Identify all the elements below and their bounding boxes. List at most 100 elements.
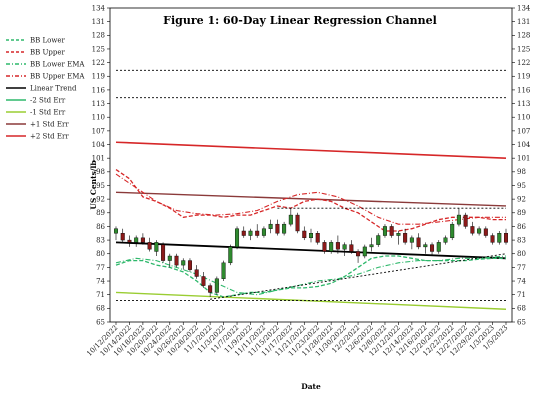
x-axis-title: Date xyxy=(301,382,321,391)
candle-down xyxy=(161,244,166,261)
legend-item-bb-upper-label: BB Upper xyxy=(30,49,66,57)
candle-up xyxy=(436,242,441,252)
candle-up xyxy=(369,244,374,248)
candle-down xyxy=(322,242,327,252)
chart-title: Figure 1: 60-Day Linear Regression Chann… xyxy=(163,14,437,27)
candle-down xyxy=(208,285,213,293)
y-tick-label-right: 86 xyxy=(517,223,526,231)
legend-item-linear-trend-label: Linear Trend xyxy=(30,85,77,93)
candle-down xyxy=(315,233,320,243)
candle-up xyxy=(409,237,414,243)
legend-item-bb-lower-label: BB Lower xyxy=(30,37,66,45)
y-tick-label-left: 101 xyxy=(92,155,105,163)
y-tick-label-right: 107 xyxy=(517,127,530,135)
candle-down xyxy=(140,237,145,243)
y-tick-label-left: 119 xyxy=(92,73,105,81)
y-tick-label-right: 116 xyxy=(517,86,531,94)
candle-down xyxy=(335,242,340,250)
y-tick-label-left: 74 xyxy=(96,277,105,285)
candle-down xyxy=(416,237,421,248)
y-tick-label-right: 89 xyxy=(517,209,526,217)
candle-up xyxy=(288,214,293,225)
candle-down xyxy=(302,230,307,239)
candle-up xyxy=(248,230,253,236)
y-tick-label-left: 68 xyxy=(96,305,105,313)
y-tick-label-left: 89 xyxy=(96,209,105,217)
candle-down xyxy=(389,226,394,236)
y-tick-label-left: 65 xyxy=(96,318,105,326)
y-tick-label-left: 77 xyxy=(96,264,105,272)
y-tick-label-left: 80 xyxy=(96,250,105,258)
candle-down xyxy=(295,214,300,232)
candle-down xyxy=(120,233,125,241)
y-tick-label-left: 110 xyxy=(92,114,105,122)
candle-up xyxy=(477,228,482,234)
y-axis-title: US Cents/lb xyxy=(89,160,98,209)
candle-down xyxy=(403,233,408,243)
candle-down xyxy=(147,242,152,250)
candle-down xyxy=(241,230,246,236)
legend-item-2-std-err-label: -2 Std Err xyxy=(30,97,66,105)
candle-up xyxy=(268,223,273,229)
candle-up xyxy=(221,262,226,279)
candle-down xyxy=(194,269,199,277)
y-tick-label-left: 131 xyxy=(92,18,105,26)
y-tick-label-right: 131 xyxy=(517,18,530,26)
y-tick-label-right: 95 xyxy=(517,182,526,190)
candle-down xyxy=(275,223,280,234)
y-tick-label-right: 110 xyxy=(517,114,530,122)
candle-up xyxy=(443,237,448,243)
y-tick-label-left: 134 xyxy=(92,4,106,12)
y-tick-label-right: 134 xyxy=(517,4,531,12)
candle-down xyxy=(349,244,354,252)
legend-item-1-std-err-label: -1 Std Err xyxy=(30,109,66,117)
y-tick-label-right: 101 xyxy=(517,155,530,163)
candle-up xyxy=(497,233,502,243)
candle-up xyxy=(228,246,233,264)
candle-down xyxy=(504,233,509,243)
candle-down xyxy=(470,226,475,234)
series-bb-upper-ema xyxy=(115,173,506,225)
legend-item-2-std-err-label: +2 Std Err xyxy=(30,133,69,141)
candle-up xyxy=(309,233,314,239)
y-tick-label-right: 71 xyxy=(517,291,526,299)
y-tick-label-right: 74 xyxy=(517,277,526,285)
y-tick-label-left: 128 xyxy=(92,32,105,40)
candle-down xyxy=(127,239,132,243)
legend-item-1-std-err-label: +1 Std Err xyxy=(30,121,69,129)
candle-up xyxy=(113,228,118,234)
y-tick-label-left: 92 xyxy=(96,196,105,204)
series-linear-trend xyxy=(115,241,507,260)
y-tick-label-left: 98 xyxy=(96,168,105,176)
y-tick-label-right: 98 xyxy=(517,168,526,176)
candle-up xyxy=(376,235,381,245)
candle-up xyxy=(235,228,240,248)
y-tick-label-right: 83 xyxy=(517,236,526,244)
series-bb-lower-ema xyxy=(115,255,507,296)
y-tick-label-right: 80 xyxy=(517,250,526,258)
y-tick-label-left: 86 xyxy=(96,223,105,231)
candle-down xyxy=(463,214,468,227)
candle-down xyxy=(483,228,488,236)
candle-up xyxy=(423,244,428,248)
series-bb-lower xyxy=(115,255,506,298)
y-tick-label-left: 104 xyxy=(92,141,106,149)
candle-down xyxy=(430,244,435,252)
y-tick-label-left: 95 xyxy=(96,182,105,190)
y-tick-label-right: 122 xyxy=(517,59,530,67)
y-tick-label-left: 125 xyxy=(92,45,105,53)
candle-up xyxy=(261,228,266,236)
candle-up xyxy=(167,255,172,261)
chart-legend: BB Lower BB Upper BB Lower EMA BB Upper EMA… xyxy=(6,37,85,141)
y-tick-label-left: 107 xyxy=(92,127,105,135)
y-tick-label-right: 113 xyxy=(517,100,530,108)
plot-frame xyxy=(109,7,513,323)
candle-up xyxy=(456,214,461,225)
y-tick-label-right: 119 xyxy=(517,73,530,81)
candle-down xyxy=(174,255,179,266)
y-tick-label-left: 83 xyxy=(96,236,105,244)
series-1-std-err xyxy=(115,191,507,207)
series-bb-upper xyxy=(115,169,506,232)
